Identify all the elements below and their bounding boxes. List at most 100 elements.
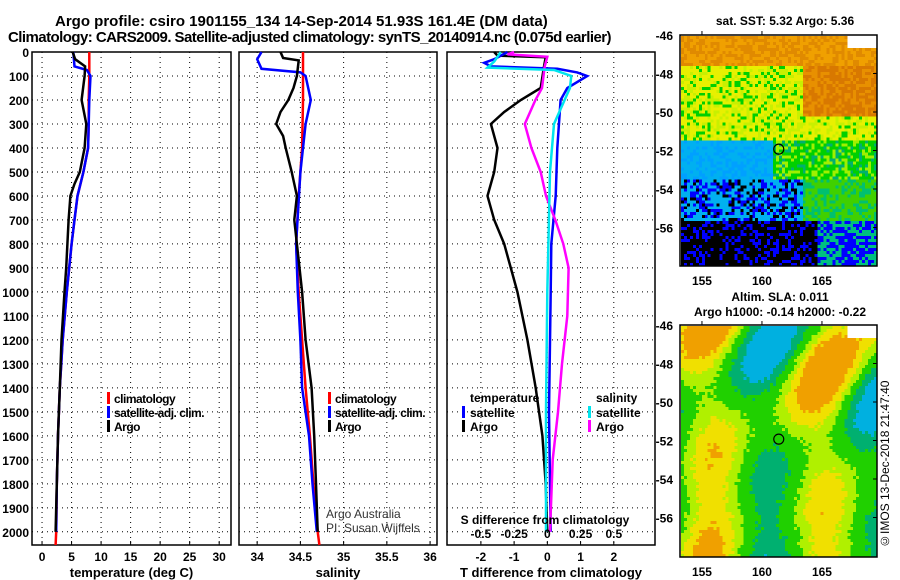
y-tick-label: 900	[9, 262, 29, 276]
x-tick-label: 2	[610, 550, 617, 564]
credit-line-2: PI: Susan Wijffels	[326, 521, 420, 535]
legend-swatch	[107, 392, 110, 404]
x-tick-label: -1	[509, 550, 520, 564]
s-tick-label: 0	[544, 527, 551, 541]
map-x-tick-label: 160	[752, 274, 772, 288]
sla-map-title-1: Altim. SLA: 0.011	[731, 290, 829, 304]
legend-swatch	[328, 406, 331, 418]
series-line-t-satellite	[481, 50, 591, 532]
y-tick-label: 100	[9, 70, 29, 84]
sla-map-title-2: Argo h1000: -0.14 h2000: -0.22	[693, 305, 867, 319]
y-tick-label: 1400	[2, 382, 29, 396]
sla-map	[681, 326, 877, 557]
x-tick-label: 34	[250, 550, 264, 564]
map-x-tick-label: 160	[752, 565, 772, 579]
y-tick-label: 1600	[2, 430, 29, 444]
title-line-1: Argo profile: csiro 1901155_134 14-Sep-2…	[55, 13, 548, 30]
map-y-tick-label: -50	[656, 106, 674, 120]
series-line-s-satellite	[484, 51, 573, 532]
legend-label: climatology	[114, 392, 176, 406]
map-x-tick-label: 155	[692, 565, 712, 579]
s-tick-label: -0.25	[500, 527, 528, 541]
x-tick-label: 0	[39, 550, 46, 564]
legend-label: satellite-adj. clim.	[335, 406, 425, 420]
map-y-tick-label: -54	[656, 183, 674, 197]
legend-label: Argo	[470, 420, 498, 434]
legend-label: Argo	[335, 420, 361, 434]
x-tick-label: 25	[183, 550, 197, 564]
legend-swatch	[588, 406, 591, 418]
title-line-2: Climatology: CARS2009. Satellite-adjuste…	[8, 29, 612, 46]
map-frame	[679, 34, 878, 267]
x-tick-label: 30	[213, 550, 227, 564]
series-line-argo	[274, 51, 319, 532]
sst-map	[681, 36, 877, 266]
legend-swatch	[107, 420, 110, 432]
x-tick-label: 15	[124, 550, 138, 564]
legend-label: satellite	[596, 406, 641, 420]
y-tick-label: 1500	[2, 406, 29, 420]
map-y-tick-label: -56	[656, 512, 674, 526]
argo-location-marker	[773, 143, 785, 155]
legend-label: Argo	[114, 420, 140, 434]
legend-swatch	[588, 420, 591, 432]
s-axis-label: S difference from climatology	[461, 513, 630, 527]
y-tick-label: 700	[9, 214, 29, 228]
legend-label: Argo	[596, 420, 624, 434]
y-tick-label: 800	[9, 238, 29, 252]
map-y-tick-label: -56	[656, 222, 674, 236]
x-tick-label: 10	[94, 550, 108, 564]
legend-label: satellite	[470, 406, 515, 420]
x-tick-label: 34.5	[289, 550, 313, 564]
legend-heading-salinity: salinity	[596, 391, 638, 405]
argo-location-marker	[773, 433, 785, 445]
map-x-tick-label: 165	[812, 274, 832, 288]
s-tick-label: 0.5	[605, 527, 622, 541]
sst-map-title: sat. SST: 5.32 Argo: 5.36	[715, 14, 855, 28]
y-tick-label: 600	[9, 190, 29, 204]
plot-frame	[31, 51, 232, 546]
map-y-tick-label: -46	[656, 29, 674, 43]
map-y-tick-label: -54	[656, 473, 674, 487]
y-tick-label: 1900	[2, 502, 29, 516]
x-tick-label: 36	[423, 550, 437, 564]
plot-frame	[238, 51, 438, 546]
map-x-tick-label: 165	[812, 565, 832, 579]
map-y-tick-label: -48	[656, 68, 674, 82]
y-tick-label: 500	[9, 166, 29, 180]
series-line-s-argo	[507, 50, 570, 532]
map-x-tick-label: 155	[692, 274, 712, 288]
x-axis-label: salinity	[316, 565, 362, 580]
legend-swatch	[462, 420, 465, 432]
legend-swatch	[107, 406, 110, 418]
y-tick-label: 400	[9, 142, 29, 156]
s-tick-label: -0.5	[471, 527, 492, 541]
legend-label: satellite-adj. clim.	[114, 406, 204, 420]
y-tick-label: 200	[9, 94, 29, 108]
series-line-argo	[54, 51, 88, 532]
y-tick-label: 1100	[3, 310, 29, 324]
x-tick-label: 1	[577, 550, 584, 564]
x-tick-label: 20	[153, 550, 167, 564]
x-tick-label: 35	[337, 550, 351, 564]
legend-label: climatology	[335, 392, 397, 406]
map-y-tick-label: -52	[656, 435, 674, 449]
x-tick-label: 0	[544, 550, 551, 564]
map-y-tick-label: -50	[656, 396, 674, 410]
y-tick-label: 1700	[2, 454, 29, 468]
y-tick-label: 2000	[2, 526, 29, 540]
s-tick-label: 0.25	[569, 527, 593, 541]
legend-heading-temperature: temperature	[470, 391, 540, 405]
legend-swatch	[328, 392, 331, 404]
y-tick-label: 1300	[2, 358, 29, 372]
timestamp: ©IMOS 13-Dec-2018 21:47:40	[878, 380, 892, 548]
x-axis-label: temperature (deg C)	[70, 565, 194, 580]
y-tick-label: 300	[9, 118, 29, 132]
y-tick-label: 1800	[2, 478, 29, 492]
legend-swatch	[328, 420, 331, 432]
y-tick-label: 0	[22, 46, 29, 60]
x-axis-label: T difference from climatology	[460, 565, 643, 580]
map-y-tick-label: -52	[656, 145, 674, 159]
